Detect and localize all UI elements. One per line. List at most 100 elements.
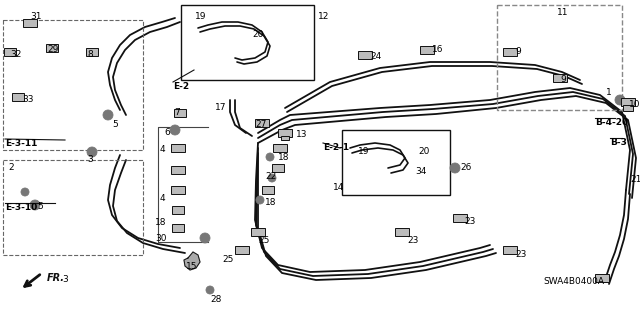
Text: FR.: FR. — [47, 273, 65, 283]
Text: 29: 29 — [47, 45, 58, 54]
Text: 16: 16 — [432, 45, 444, 54]
Bar — [172, 224, 184, 232]
Bar — [262, 186, 274, 194]
Bar — [553, 74, 567, 82]
Text: 19: 19 — [358, 147, 369, 156]
Text: 32: 32 — [10, 50, 21, 59]
Bar — [453, 214, 467, 222]
Text: 12: 12 — [318, 12, 330, 21]
Bar — [621, 98, 635, 106]
Text: 3: 3 — [62, 275, 68, 284]
Text: 28: 28 — [210, 295, 221, 304]
Text: 25: 25 — [222, 255, 234, 264]
Text: 25: 25 — [258, 236, 269, 245]
Circle shape — [170, 125, 180, 135]
Text: 3: 3 — [87, 155, 93, 164]
Bar — [358, 51, 372, 59]
Text: 21: 21 — [630, 175, 640, 184]
Bar — [235, 246, 249, 254]
Circle shape — [21, 188, 29, 196]
Text: 26: 26 — [460, 163, 472, 172]
Bar — [12, 93, 24, 100]
Bar — [503, 246, 517, 254]
Text: 30: 30 — [155, 234, 166, 243]
Text: 10: 10 — [629, 100, 640, 109]
Bar — [46, 44, 58, 52]
Bar — [23, 19, 37, 27]
Text: SWA4B0400A: SWA4B0400A — [543, 277, 604, 286]
Circle shape — [268, 174, 276, 182]
Text: 5: 5 — [37, 202, 43, 211]
Bar — [171, 166, 185, 174]
Text: 9: 9 — [560, 75, 566, 84]
Circle shape — [450, 163, 460, 173]
Text: 34: 34 — [415, 167, 426, 176]
Text: 24: 24 — [370, 52, 381, 61]
Text: 9: 9 — [515, 47, 521, 56]
Circle shape — [200, 233, 210, 243]
Bar — [4, 48, 16, 56]
Circle shape — [266, 153, 274, 161]
Text: 27: 27 — [255, 120, 266, 129]
Bar — [503, 48, 517, 56]
Text: 31: 31 — [30, 12, 42, 21]
Text: B-4-20: B-4-20 — [595, 118, 628, 127]
Bar — [273, 144, 287, 152]
Text: 5: 5 — [112, 120, 118, 129]
Bar — [181, 5, 314, 80]
Text: 23: 23 — [515, 250, 526, 259]
Text: 18: 18 — [278, 153, 289, 162]
Text: E-3-10: E-3-10 — [5, 203, 37, 212]
Bar — [171, 186, 185, 194]
Bar — [171, 144, 185, 152]
Text: 19: 19 — [195, 12, 207, 21]
Text: 4: 4 — [160, 145, 166, 154]
Text: 11: 11 — [557, 8, 568, 17]
Bar — [172, 206, 184, 214]
Text: 33: 33 — [22, 95, 33, 104]
Circle shape — [206, 286, 214, 294]
Bar — [623, 105, 633, 111]
Bar — [595, 274, 609, 282]
Text: 23: 23 — [464, 217, 476, 226]
Text: 7: 7 — [174, 108, 180, 117]
Circle shape — [615, 95, 625, 105]
Text: 2: 2 — [8, 163, 13, 172]
Text: 17: 17 — [215, 103, 227, 112]
Bar — [278, 129, 292, 137]
Text: E-2-1: E-2-1 — [323, 143, 349, 152]
Text: 4: 4 — [160, 194, 166, 203]
Text: E-2: E-2 — [173, 82, 189, 91]
Text: 1: 1 — [606, 88, 612, 97]
Circle shape — [103, 110, 113, 120]
Bar — [272, 164, 284, 172]
Bar — [174, 109, 186, 117]
Bar — [3, 20, 143, 150]
Bar — [420, 46, 434, 54]
Bar — [255, 119, 269, 127]
Text: 20: 20 — [418, 147, 429, 156]
Circle shape — [30, 200, 40, 210]
Text: 15: 15 — [186, 262, 198, 271]
Bar — [497, 5, 622, 110]
Bar — [251, 228, 265, 236]
Text: 14: 14 — [333, 183, 344, 192]
Text: 6: 6 — [164, 128, 170, 137]
Text: E-3-11: E-3-11 — [5, 139, 37, 148]
Text: 18: 18 — [155, 218, 166, 227]
Bar — [342, 130, 450, 195]
Text: 13: 13 — [296, 130, 307, 139]
Bar — [395, 228, 409, 236]
Text: 8: 8 — [87, 50, 93, 59]
Text: 20: 20 — [252, 30, 264, 39]
Bar — [86, 48, 98, 56]
Bar — [3, 160, 143, 255]
Polygon shape — [184, 252, 200, 270]
Circle shape — [87, 147, 97, 157]
Text: 23: 23 — [407, 236, 419, 245]
Text: 22: 22 — [265, 172, 276, 181]
Text: B-3: B-3 — [610, 138, 627, 147]
Bar — [281, 136, 289, 140]
Text: 18: 18 — [265, 198, 276, 207]
Circle shape — [256, 196, 264, 204]
